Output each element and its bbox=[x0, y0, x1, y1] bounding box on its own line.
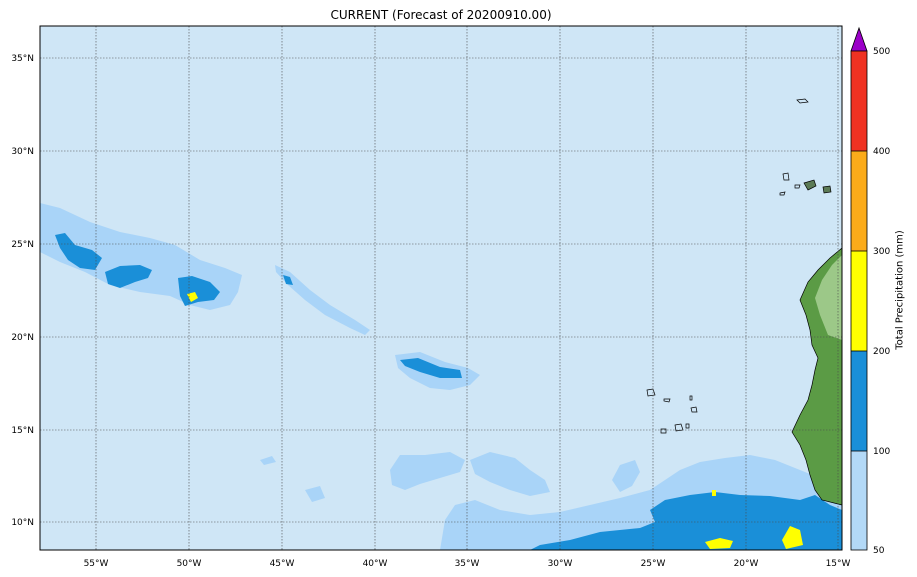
map-frame bbox=[39, 25, 843, 551]
latitude-labels: 35°N 30°N 25°N 20°N 15°N 10°N bbox=[11, 54, 34, 528]
colorbar-tick: 300 bbox=[873, 247, 890, 257]
colorbar-extension-triangle bbox=[850, 26, 868, 52]
lat-label: 35°N bbox=[11, 54, 34, 64]
lat-label: 30°N bbox=[11, 147, 34, 157]
lon-label: 40°W bbox=[363, 559, 388, 569]
canary-islands bbox=[779, 172, 832, 196]
lon-label: 30°W bbox=[548, 559, 573, 569]
colorbar-frame bbox=[850, 50, 868, 551]
colorbar-band-50-100 bbox=[851, 451, 867, 550]
colorbar: 500 400 300 200 100 50 bbox=[850, 26, 890, 556]
lat-label: 10°N bbox=[11, 518, 34, 528]
colorbar-band-200-300 bbox=[851, 251, 867, 351]
colorbar-tick: 400 bbox=[873, 147, 890, 157]
map-title: CURRENT (Forecast of 20200910.00) bbox=[330, 8, 552, 22]
lon-label: 15°W bbox=[826, 559, 851, 569]
lon-label: 25°W bbox=[641, 559, 666, 569]
colorbar-label: Total Precipitation (mm) bbox=[894, 230, 906, 350]
lat-label: 15°N bbox=[11, 426, 34, 436]
colorbar-tick: 50 bbox=[873, 546, 885, 556]
colorbar-band-300-400 bbox=[851, 151, 867, 251]
colorbar-tick: 500 bbox=[873, 47, 890, 57]
medium-precip-areas bbox=[55, 233, 842, 550]
lat-label: 25°N bbox=[11, 240, 34, 250]
colorbar-band-100-200 bbox=[851, 351, 867, 451]
madeira-island bbox=[796, 98, 809, 104]
colorbar-tick: 100 bbox=[873, 447, 890, 457]
africa-desert-shading bbox=[815, 255, 842, 340]
lon-label: 20°W bbox=[734, 559, 759, 569]
lon-label: 55°W bbox=[84, 559, 109, 569]
lat-label: 20°N bbox=[11, 333, 34, 343]
heavy-precip-areas bbox=[187, 292, 803, 549]
longitude-labels: 55°W 50°W 45°W 40°W 35°W 30°W 25°W 20°W … bbox=[84, 559, 851, 569]
lon-label: 45°W bbox=[270, 559, 295, 569]
colorbar-tick: 200 bbox=[873, 347, 890, 357]
lon-label: 50°W bbox=[177, 559, 202, 569]
lon-label: 35°W bbox=[455, 559, 480, 569]
colorbar-band-400-500 bbox=[851, 51, 867, 151]
graticule bbox=[40, 26, 842, 550]
